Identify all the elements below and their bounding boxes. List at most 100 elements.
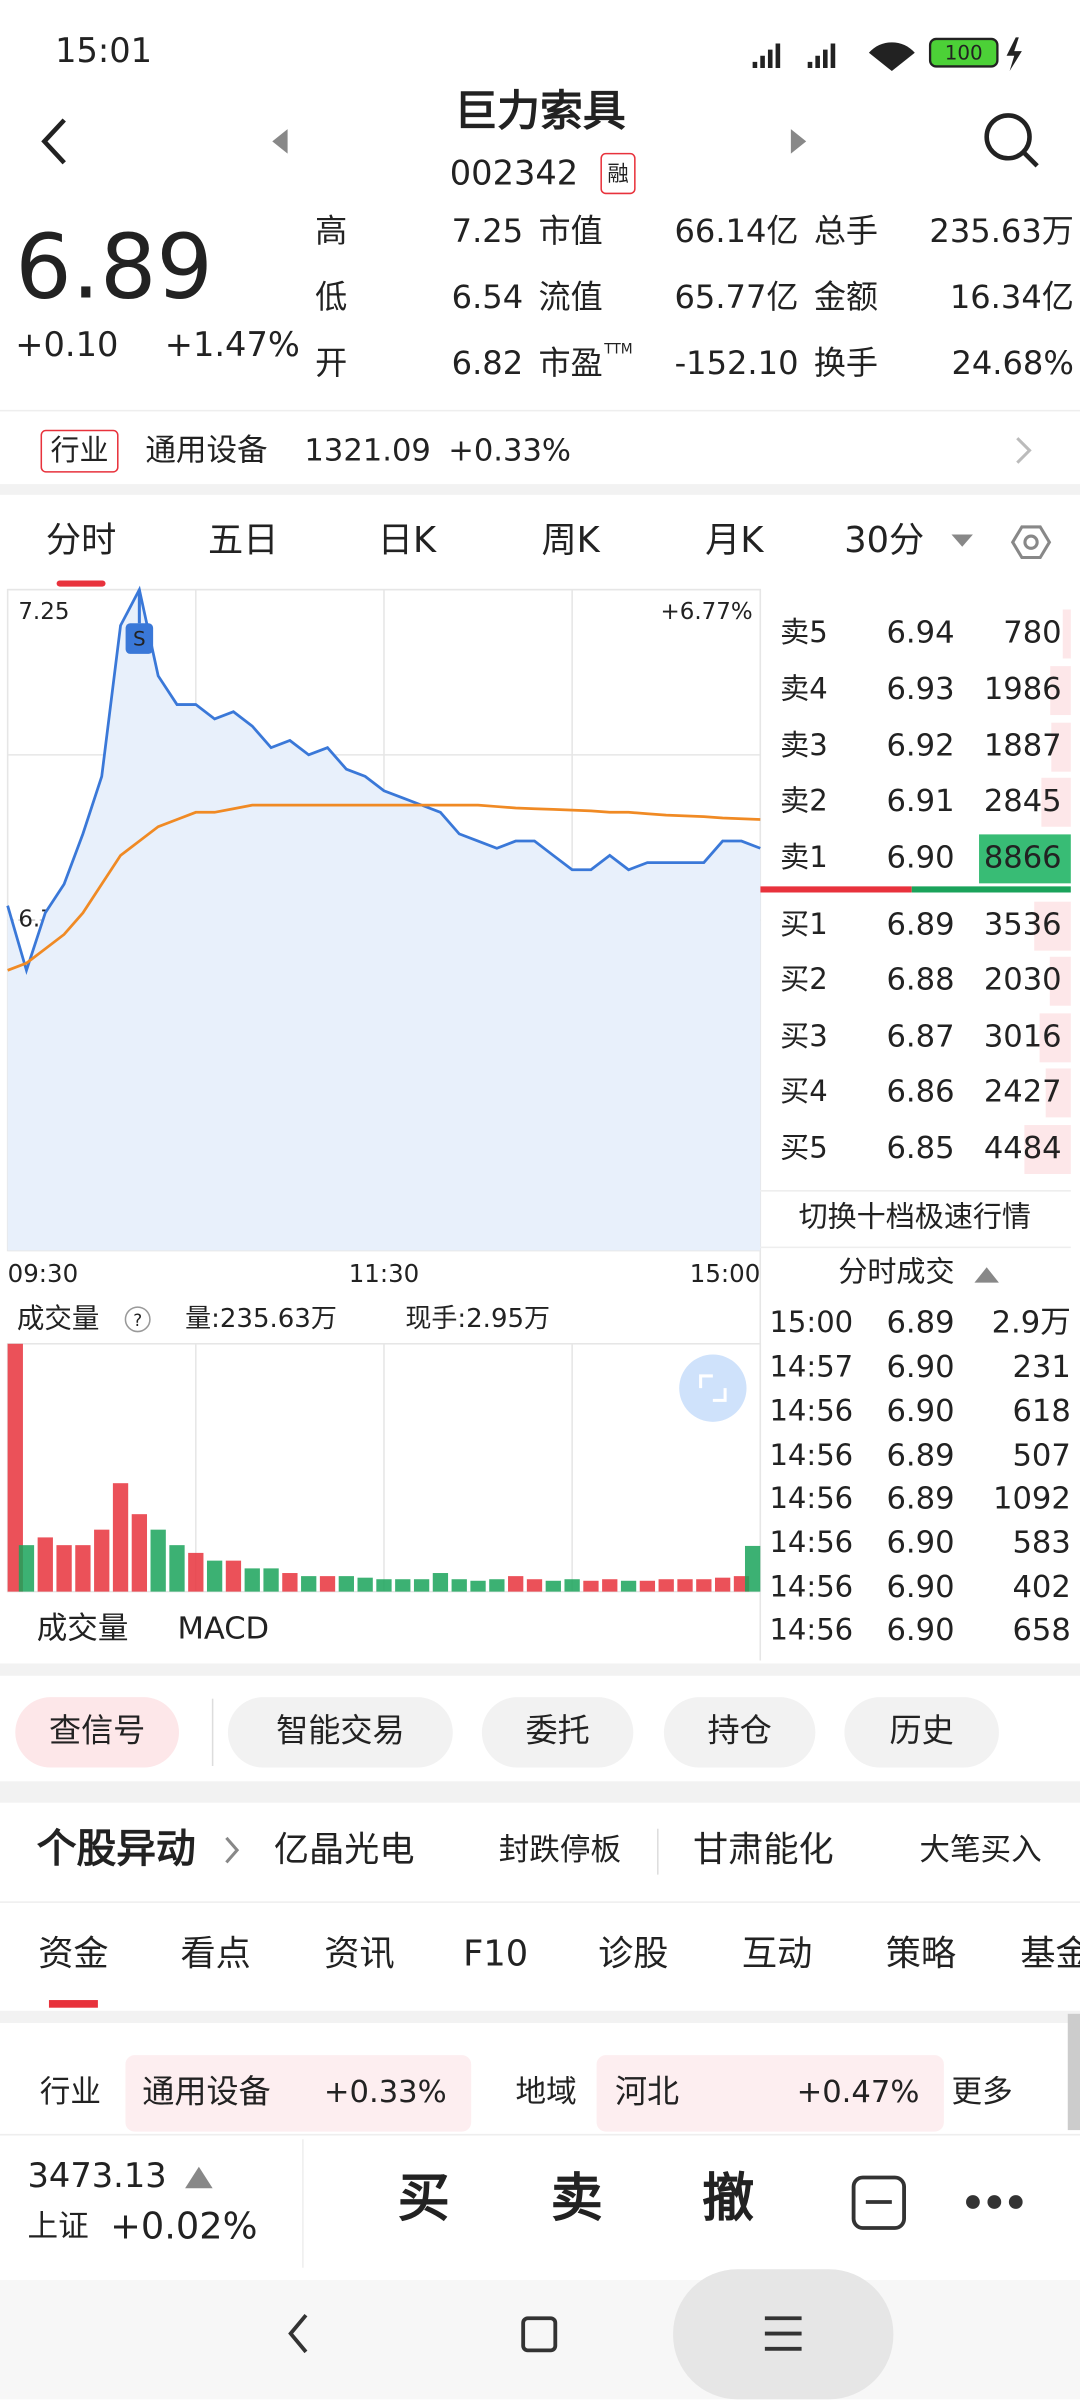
indicator-tab[interactable]: MACD [177, 1611, 269, 1646]
book-qty: 2030 [984, 963, 1062, 998]
help-icon[interactable] [124, 1306, 151, 1333]
sector-name: 通用设备 [142, 2072, 270, 2110]
back-button[interactable] [41, 118, 66, 165]
info-tab[interactable]: F10 [463, 1934, 528, 1975]
index-change: +0.02% [110, 2204, 257, 2247]
book-price: 6.94 [886, 615, 954, 650]
volume-bar [545, 1580, 561, 1592]
chart-tab[interactable]: 周K [541, 520, 600, 561]
indicator-tab[interactable]: 成交量 [37, 1611, 129, 1646]
chart-tab[interactable]: 五日 [208, 520, 278, 561]
alert-stock[interactable]: 亿晶光电 [274, 1830, 415, 1871]
nav-home[interactable] [521, 2316, 558, 2353]
volume-bar [338, 1576, 354, 1592]
alert-type: 大笔买入 [919, 1833, 1041, 1868]
book-level: 卖3 [780, 728, 828, 762]
book-price: 6.85 [886, 1131, 954, 1166]
pe-note: TTM [603, 341, 632, 357]
more-button[interactable] [966, 2195, 1023, 2209]
settings [1023, 534, 1039, 550]
stat-value: 16.34亿 [950, 278, 1074, 316]
nav-menu[interactable] [764, 2316, 802, 2351]
volume-bar [131, 1514, 148, 1592]
chart-tab[interactable]: 日K [378, 520, 437, 561]
info-tab[interactable]: 资讯 [324, 1934, 394, 1975]
fullscreen-button[interactable] [679, 1354, 747, 1422]
divider [0, 484, 1080, 495]
action-button[interactable] [844, 1697, 999, 1768]
sector-pill[interactable] [125, 2055, 472, 2132]
volume-bar [489, 1579, 505, 1592]
volume-bar [395, 1579, 411, 1592]
stat-label: 总手 [814, 212, 878, 250]
series-line [7, 803, 761, 972]
info-tab[interactable]: 策略 [886, 1934, 956, 1975]
action-button[interactable] [227, 1697, 453, 1768]
volume-current: 现手:2.95万 [405, 1304, 550, 1334]
action-label: 查信号 [49, 1711, 145, 1749]
search-button[interactable] [984, 113, 1039, 168]
stat-label: 开 [315, 344, 347, 382]
more-link[interactable]: 更多 [952, 2075, 1013, 2110]
stat-value: 66.14亿 [674, 212, 798, 250]
tab-indicator [56, 580, 106, 587]
book-price: 6.89 [886, 908, 954, 943]
minus-button[interactable] [851, 2175, 906, 2230]
volume-bar [56, 1545, 72, 1592]
info-tab[interactable]: 资金 [38, 1934, 108, 1975]
chart-tab[interactable]: 30分 [844, 520, 924, 561]
status-time: 15:01 [55, 31, 152, 70]
action-button[interactable] [481, 1697, 634, 1768]
info-tab[interactable]: 诊股 [598, 1934, 668, 1975]
chevron[interactable] [1016, 437, 1032, 464]
stat-label: 低 [315, 278, 347, 316]
help-icon: ? [133, 1310, 142, 1330]
trade-volume: 583 [1012, 1526, 1070, 1561]
volume-bar [18, 1545, 35, 1592]
info-tab[interactable]: 互动 [742, 1934, 812, 1975]
book-level: 卖5 [780, 615, 828, 649]
chart-tab[interactable]: 月K [705, 520, 764, 561]
trade-volume: 402 [1012, 1570, 1070, 1605]
alert-type: 封跌停板 [499, 1833, 621, 1868]
book-level: 卖1 [780, 840, 828, 874]
dropdown[interactable] [951, 534, 973, 547]
book-price: 6.93 [886, 672, 954, 707]
status-icons [752, 37, 1022, 72]
volume-bar [526, 1579, 543, 1592]
prev-stock[interactable] [272, 129, 288, 154]
action-button[interactable] [663, 1697, 816, 1768]
index-value: 3473.13 [28, 2156, 167, 2195]
chart-tab[interactable]: 分时 [46, 520, 116, 561]
sector-name: 河北 [615, 2072, 679, 2110]
volume-bar [206, 1560, 223, 1592]
settings[interactable] [1010, 525, 1052, 560]
nav-back[interactable] [288, 2313, 308, 2354]
volume-bar [744, 1545, 761, 1592]
next-stock[interactable] [790, 129, 807, 154]
sector-pill[interactable] [596, 2055, 944, 2132]
book-toggle[interactable]: 切换十档极速行情 [799, 1199, 1031, 1233]
stat-value: 7.25 [452, 212, 524, 250]
action-button[interactable] [15, 1697, 179, 1768]
trade-action[interactable]: 卖 [551, 2169, 603, 2229]
chevron[interactable] [225, 1836, 240, 1864]
sector-label: 地域 [516, 2075, 577, 2110]
book-qty: 3016 [984, 1019, 1062, 1054]
book-level: 买2 [780, 962, 828, 996]
info-tab[interactable]: 看点 [181, 1934, 251, 1975]
nav-bar [0, 2280, 1080, 2400]
alert-stock[interactable]: 甘肃能化 [693, 1830, 834, 1871]
series-line [6, 585, 761, 976]
pct-label: +6.77% [661, 599, 753, 625]
trade-action[interactable]: 撤 [702, 2169, 754, 2229]
volume-bar [319, 1576, 336, 1592]
volume-bar [301, 1576, 317, 1592]
trade-price: 6.89 [886, 1481, 954, 1516]
price: 6.89 [15, 215, 213, 318]
volume-bar [413, 1579, 430, 1592]
volume-bar [696, 1579, 712, 1592]
divider [0, 1663, 1080, 1676]
info-tab[interactable]: 基金 [1020, 1934, 1080, 1975]
trade-action[interactable]: 买 [398, 2169, 450, 2229]
